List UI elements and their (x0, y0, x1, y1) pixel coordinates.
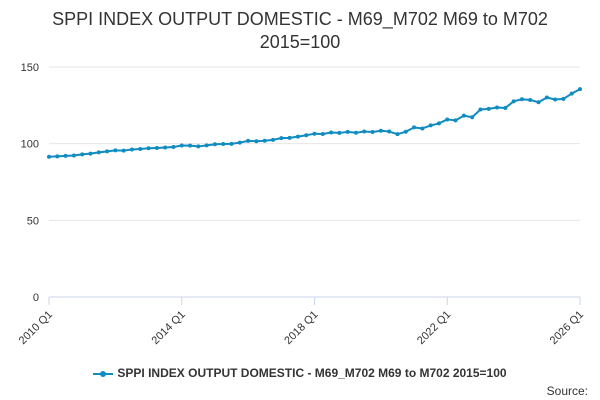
legend[interactable]: SPPI INDEX OUTPUT DOMESTIC - M69_M702 M6… (0, 366, 600, 380)
data-point (503, 105, 508, 110)
x-tick-label: 2010 Q1 (17, 309, 55, 347)
data-point (287, 135, 292, 140)
data-point (370, 130, 375, 135)
data-point (445, 117, 450, 122)
data-point (221, 141, 226, 146)
data-point (436, 121, 441, 126)
data-point (179, 143, 184, 148)
data-point (495, 105, 500, 110)
data-point (387, 129, 392, 134)
chart-title: SPPI INDEX OUTPUT DOMESTIC - M69_M702 M6… (0, 8, 600, 54)
data-point (47, 154, 51, 159)
y-tick-label: 50 (27, 215, 39, 227)
data-point (519, 97, 524, 102)
data-point (453, 118, 458, 123)
data-point (337, 130, 342, 135)
y-tick-label: 100 (21, 139, 39, 151)
data-point (561, 96, 566, 101)
data-point (105, 149, 110, 154)
data-point (154, 145, 159, 150)
data-point (428, 123, 433, 128)
data-point (246, 138, 251, 143)
x-tick-label: 2026 Q1 (548, 309, 586, 347)
data-point (511, 99, 516, 104)
data-point (553, 97, 558, 102)
data-point (304, 133, 309, 138)
data-point (212, 142, 217, 147)
data-point (196, 144, 201, 149)
data-point (395, 132, 400, 137)
data-point (544, 95, 549, 100)
data-point (171, 145, 176, 150)
data-point (470, 115, 475, 120)
tick-labels: 0 50 100 150 2010 Q1 2014 Q1 2018 Q1 2022 Q1 202… (17, 62, 586, 347)
data-point (312, 131, 317, 136)
data-point (163, 145, 168, 150)
grid-lines (49, 66, 580, 298)
data-point (237, 140, 242, 145)
legend-marker-icon (93, 369, 114, 379)
data-point (271, 137, 276, 142)
data-point (378, 128, 383, 133)
data-point (129, 147, 134, 152)
data-point (345, 129, 350, 134)
data-point (403, 129, 408, 134)
data-point (80, 152, 85, 157)
y-tick-label: 150 (21, 62, 39, 74)
data-point (478, 107, 483, 112)
data-point (262, 138, 267, 143)
data-point (320, 132, 325, 137)
data-point (138, 147, 143, 152)
data-point (88, 151, 93, 156)
data-point (63, 153, 68, 158)
data-point (329, 130, 334, 135)
data-point (536, 100, 541, 105)
data-point (569, 91, 574, 96)
data-point (96, 150, 101, 155)
x-tick-label: 2014 Q1 (150, 309, 188, 347)
data-point (113, 148, 118, 153)
source-label: Source: (546, 384, 588, 398)
series-line (48, 88, 581, 158)
data-point (412, 125, 417, 130)
legend-label: SPPI INDEX OUTPUT DOMESTIC - M69_M702 M6… (117, 366, 507, 380)
data-point (254, 139, 259, 144)
chart-title-line-2: 2015=100 (259, 32, 341, 52)
x-tick-label: 2022 Q1 (415, 309, 453, 347)
data-point (486, 106, 491, 111)
data-point (295, 134, 300, 139)
data-point (146, 146, 151, 151)
data-point (528, 97, 533, 102)
data-point (279, 136, 284, 141)
data-point (362, 129, 367, 134)
data-point (229, 141, 234, 146)
data-point (353, 130, 358, 135)
y-tick-label: 0 (33, 292, 39, 304)
x-tick-label: 2018 Q1 (282, 309, 320, 347)
series-layer (47, 87, 582, 159)
data-point (188, 143, 193, 148)
data-point (204, 143, 209, 148)
x-axis (48, 296, 581, 305)
data-point (121, 148, 126, 153)
data-point (461, 113, 466, 118)
data-point (578, 87, 582, 92)
data-point (71, 153, 76, 158)
data-point (55, 154, 60, 159)
data-point (420, 126, 425, 131)
chart-title-line-1: SPPI INDEX OUTPUT DOMESTIC - M69_M702 M6… (52, 9, 548, 29)
